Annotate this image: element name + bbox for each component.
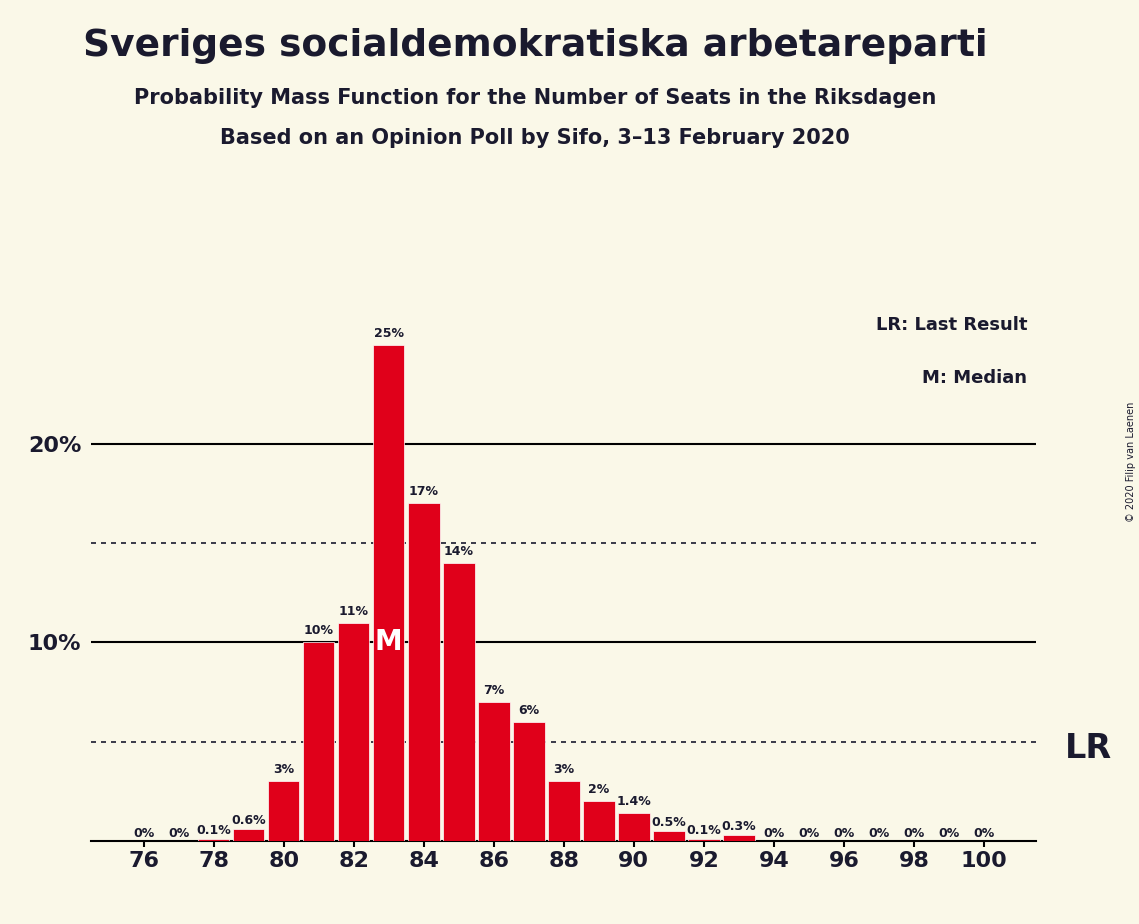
Text: 1.4%: 1.4%	[616, 795, 652, 808]
Bar	[408, 504, 440, 841]
Bar	[583, 801, 615, 841]
Text: M: Median: M: Median	[923, 370, 1027, 387]
Bar	[198, 839, 229, 841]
Text: 0%: 0%	[834, 827, 854, 840]
Bar	[653, 831, 685, 841]
Text: 3%: 3%	[273, 763, 294, 776]
Bar	[303, 642, 335, 841]
Text: 0.1%: 0.1%	[196, 824, 231, 837]
Text: 0%: 0%	[974, 827, 994, 840]
Text: 0%: 0%	[133, 827, 154, 840]
Bar	[513, 722, 544, 841]
Text: 6%: 6%	[518, 704, 540, 717]
Bar	[268, 782, 300, 841]
Text: Probability Mass Function for the Number of Seats in the Riksdagen: Probability Mass Function for the Number…	[134, 88, 936, 108]
Text: 17%: 17%	[409, 485, 439, 498]
Bar	[688, 839, 720, 841]
Text: 0%: 0%	[169, 827, 189, 840]
Text: 0.3%: 0.3%	[722, 820, 756, 833]
Text: 0%: 0%	[903, 827, 925, 840]
Text: 0%: 0%	[798, 827, 820, 840]
Text: 0%: 0%	[868, 827, 890, 840]
Text: 0%: 0%	[763, 827, 785, 840]
Text: Sveriges socialdemokratiska arbetareparti: Sveriges socialdemokratiska arbetarepart…	[83, 28, 988, 64]
Text: 7%: 7%	[483, 684, 505, 697]
Text: 2%: 2%	[588, 784, 609, 796]
Bar	[723, 835, 755, 841]
Bar	[232, 829, 264, 841]
Text: 3%: 3%	[554, 763, 574, 776]
Text: 11%: 11%	[338, 604, 369, 617]
Text: Based on an Opinion Poll by Sifo, 3–13 February 2020: Based on an Opinion Poll by Sifo, 3–13 F…	[221, 128, 850, 148]
Bar	[548, 782, 580, 841]
Text: 14%: 14%	[444, 545, 474, 558]
Text: LR: Last Result: LR: Last Result	[876, 316, 1027, 334]
Text: 25%: 25%	[374, 327, 403, 340]
Text: © 2020 Filip van Laenen: © 2020 Filip van Laenen	[1126, 402, 1136, 522]
Text: 0%: 0%	[939, 827, 959, 840]
Text: 10%: 10%	[304, 625, 334, 638]
Bar	[338, 623, 369, 841]
Bar	[618, 813, 649, 841]
Bar	[443, 563, 475, 841]
Text: M: M	[375, 628, 402, 656]
Bar	[372, 345, 404, 841]
Text: LR: LR	[1065, 732, 1112, 765]
Text: 0.5%: 0.5%	[652, 816, 686, 829]
Text: 0.6%: 0.6%	[231, 814, 267, 827]
Bar	[478, 702, 509, 841]
Text: 0.1%: 0.1%	[687, 824, 721, 837]
